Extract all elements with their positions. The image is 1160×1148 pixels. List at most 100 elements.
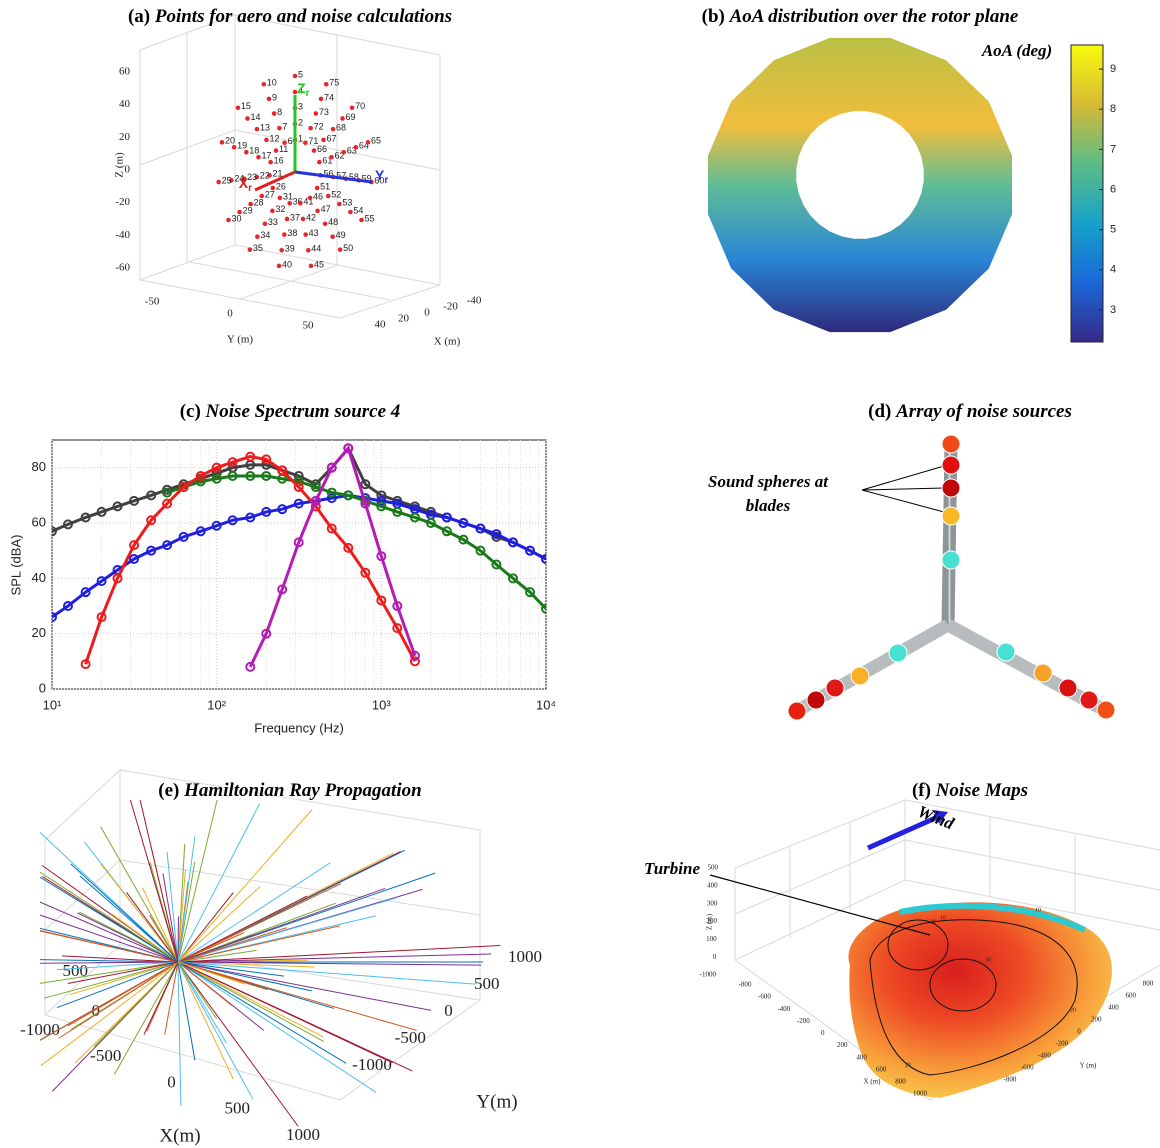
grid <box>735 840 905 914</box>
panel-tag: (d) <box>868 401 891 422</box>
point-label: 51 <box>320 181 330 191</box>
tick-label: 0 <box>444 1001 453 1020</box>
point <box>245 116 250 121</box>
point-label: 23 <box>247 172 257 182</box>
contour-label: 30 <box>985 957 991 963</box>
tick-label: 200 <box>1091 1016 1102 1024</box>
point <box>303 140 308 145</box>
contour-label: 10 <box>940 915 946 921</box>
tick-label: 500 <box>225 1099 251 1118</box>
point <box>279 248 284 253</box>
point <box>323 221 328 226</box>
tick-label: -40 <box>115 229 130 241</box>
point <box>272 111 277 116</box>
tick-label: 0 <box>167 1072 176 1091</box>
point-label: 34 <box>260 230 270 240</box>
sound-sphere <box>807 691 825 709</box>
point-label: 55 <box>365 213 375 223</box>
tick-label: 1000 <box>286 1125 320 1144</box>
point <box>293 74 298 79</box>
tick-label: 60 <box>119 66 131 78</box>
point <box>317 160 322 165</box>
point-label: 73 <box>319 107 329 117</box>
point <box>226 218 231 223</box>
rays <box>0 789 500 1126</box>
point-label: 25 <box>222 175 232 185</box>
point-label: 13 <box>260 123 270 133</box>
tick-label: 1000 <box>508 947 542 966</box>
axis-sub: r <box>306 88 310 99</box>
point-label: 44 <box>311 244 321 254</box>
tick-label: 20 <box>398 313 410 325</box>
point <box>315 209 320 214</box>
tick-label: 600 <box>876 1065 887 1073</box>
grid <box>240 265 338 299</box>
point <box>330 234 335 239</box>
tick-label: -400 <box>1038 1052 1051 1060</box>
tick-label: -400 <box>777 1005 790 1013</box>
tick-label: -500 <box>90 1046 121 1065</box>
colorbar-title: AoA (deg) <box>981 41 1052 60</box>
leader <box>862 466 944 490</box>
sound-sphere <box>1097 701 1115 719</box>
point <box>277 126 282 131</box>
y-tick-label: 80 <box>32 459 46 474</box>
tick-label: 500 <box>63 961 89 980</box>
colorbar-tick-label: 5 <box>1110 224 1116 236</box>
tick-label: 400 <box>856 1053 867 1061</box>
point <box>298 201 303 206</box>
point-label: 49 <box>336 230 346 240</box>
ray <box>178 962 475 984</box>
point <box>354 145 359 150</box>
point <box>359 218 364 223</box>
panel-tag: (a) <box>128 6 150 27</box>
x-axis-label: Frequency (Hz) <box>254 720 344 735</box>
panel-title: (a) Points for aero and noise calculatio… <box>128 6 452 27</box>
annotation: Sound spheres at <box>708 472 829 491</box>
point <box>278 196 283 201</box>
point-label: 35 <box>253 243 263 253</box>
axis-label: X (m) <box>864 1078 882 1086</box>
axis-label: Y (m) <box>1080 1062 1097 1070</box>
colorbar-tick-label: 8 <box>1110 103 1116 115</box>
point-label: 50 <box>343 243 353 253</box>
point <box>282 232 287 237</box>
point <box>341 150 346 155</box>
colorbar-tick-label: 3 <box>1110 304 1116 316</box>
sound-sphere <box>889 644 907 662</box>
point-label: 68 <box>336 123 346 133</box>
axis-label: X(m) <box>159 1125 200 1146</box>
tick-label: 0 <box>1077 1028 1081 1036</box>
x-tick-label: 10² <box>207 697 226 712</box>
point <box>287 201 292 206</box>
tick-label: 40 <box>375 319 387 331</box>
tick-label: 800 <box>895 1077 906 1085</box>
tick-label: 200 <box>837 1041 848 1049</box>
point-label: 9 <box>272 92 277 102</box>
point <box>324 82 329 87</box>
ray <box>178 886 260 962</box>
panel-title: (f) Noise Maps <box>912 780 1028 801</box>
point-label: 29 <box>243 205 253 215</box>
axis-label: X (m) <box>434 336 461 348</box>
point <box>248 247 253 252</box>
point-label: 72 <box>314 122 324 132</box>
sound-sphere <box>997 643 1015 661</box>
point-label: 38 <box>287 228 297 238</box>
tick-label: -800 <box>1004 1076 1017 1084</box>
point-label: 11 <box>279 144 288 154</box>
grid <box>905 840 1160 890</box>
point-label: 67 <box>327 133 337 143</box>
point <box>319 97 324 102</box>
x-tick-label: 10⁴ <box>536 697 556 712</box>
point <box>314 111 319 116</box>
point <box>350 105 355 110</box>
point-label: 19 <box>237 141 247 151</box>
figure: Sound spheres at blades Turbine Wind AoA… <box>0 0 1160 1148</box>
point <box>270 209 275 214</box>
sound-sphere <box>942 507 960 525</box>
tick-label: 0 <box>821 1029 825 1037</box>
sound-sphere <box>942 456 960 474</box>
point <box>348 210 353 215</box>
point <box>338 247 343 252</box>
